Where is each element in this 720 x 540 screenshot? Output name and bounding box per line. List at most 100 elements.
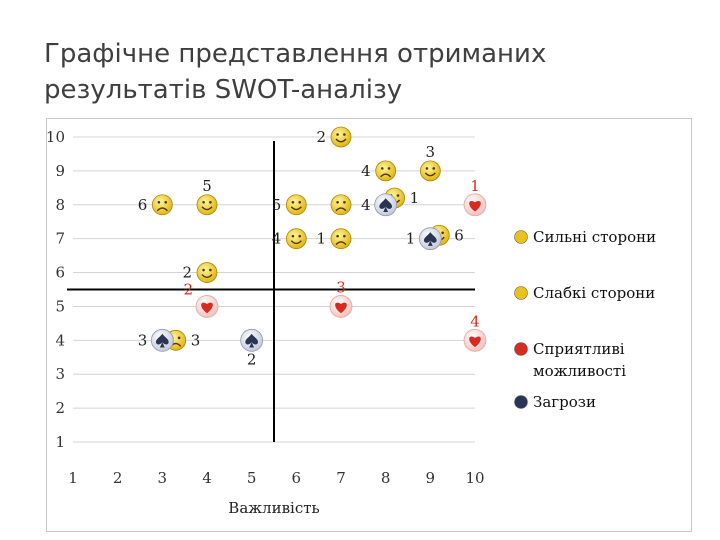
legend-item: Слабкі сторони: [514, 284, 655, 302]
x-tick-label: 4: [202, 469, 212, 487]
weaknesses-point-label: 4: [361, 162, 371, 180]
marker-eye: [298, 234, 302, 238]
marker-mouth: [335, 138, 347, 143]
spade-symbol: [423, 232, 437, 243]
threats-point-label: 4: [361, 196, 371, 214]
threats-point: 1: [406, 227, 442, 251]
threats-point: 4: [361, 193, 398, 217]
threats-point-label: 1: [406, 230, 416, 248]
opportunities-point-label: 3: [336, 278, 346, 296]
y-tick-label: 3: [55, 365, 65, 383]
threats-point-label: 3: [138, 331, 148, 349]
marker-eye: [432, 167, 436, 170]
strengths-point-label: 2: [316, 128, 326, 146]
legend-label: Загрози: [533, 393, 596, 411]
marker-eye: [387, 167, 391, 170]
marker-face: [375, 160, 397, 182]
y-tick-label: 10: [47, 128, 65, 146]
spade-stem: [159, 342, 165, 348]
marker-eye: [336, 133, 339, 136]
strengths-point: 3: [419, 143, 441, 182]
marker-mouth: [335, 241, 347, 246]
x-tick-label: 9: [426, 469, 436, 487]
marker-eye: [157, 200, 161, 204]
legend-label: Слабкі сторони: [533, 284, 655, 302]
x-tick-label: 5: [247, 469, 257, 487]
marker-mouth: [290, 240, 302, 245]
series-threats: 4 1 3 2: [138, 193, 442, 368]
spade-stem: [249, 342, 255, 348]
strengths-point: 5: [272, 194, 307, 216]
y-tick-label: 9: [55, 162, 65, 180]
y-tick-label: 7: [55, 230, 65, 248]
marker-face: [330, 126, 352, 148]
marker-face: [330, 228, 352, 250]
marker-face: [151, 194, 173, 216]
y-tick-label: 1: [55, 433, 65, 451]
legend-swatch: [514, 230, 528, 244]
legend-label-line-2: можливості: [533, 362, 626, 380]
marker-eye: [291, 200, 295, 204]
slide-title-line-1: Графічне представлення отриманих: [44, 39, 547, 69]
marker-eye: [164, 200, 168, 204]
opportunities-point: 2: [183, 280, 219, 318]
marker-eye: [343, 234, 346, 238]
strengths-point-label: 4: [272, 230, 282, 248]
spade-symbol: [245, 333, 259, 345]
marker-mouth: [290, 206, 302, 211]
marker-eye: [202, 200, 205, 204]
legend-swatch: [514, 286, 528, 300]
marker-face: [196, 194, 218, 216]
strengths-point: 5: [196, 177, 218, 216]
slide-title: Графічне представлення отриманих результ…: [44, 36, 684, 108]
strengths-point-label: 6: [454, 226, 464, 244]
marker-eye: [336, 234, 339, 238]
opportunities-point: 1: [463, 177, 487, 217]
legend-item: Загрози: [514, 393, 596, 411]
weaknesses-point: 1: [316, 228, 352, 250]
weaknesses-point-label: 1: [316, 230, 326, 248]
marker-eye: [177, 336, 181, 340]
x-tick-label: 6: [292, 469, 302, 487]
x-tick-label: 7: [336, 469, 346, 487]
swot-scatter-chart: 1234567891012345678910ВажливістьОцінка п…: [47, 126, 656, 517]
x-tick-label: 8: [381, 469, 391, 487]
slide-title-line-2: результатів SWOT-аналізу: [44, 75, 403, 105]
heart-symbol: [335, 302, 347, 314]
y-tick-label: 4: [55, 331, 65, 349]
x-tick-label: 3: [158, 469, 168, 487]
marker-eye: [209, 200, 212, 204]
x-tick-label: 1: [68, 469, 78, 487]
marker-eye: [396, 194, 400, 197]
legend: Сильні сторони Слабкі сторони Сприятливі мо…: [514, 228, 656, 411]
chart-frame: 1234567891012345678910ВажливістьОцінка п…: [46, 118, 692, 532]
heart-symbol: [469, 336, 481, 348]
spade-stem: [427, 240, 433, 246]
marker-eye: [380, 167, 384, 170]
weaknesses-point-label: 3: [191, 331, 201, 349]
weaknesses-point: [330, 194, 352, 216]
marker-face: [196, 262, 218, 283]
heart-symbol: [469, 201, 481, 212]
marker-eye: [209, 268, 212, 272]
marker-mouth: [156, 207, 168, 212]
marker-eye: [343, 133, 346, 136]
marker-eye: [425, 167, 429, 170]
opportunities-point: 3: [329, 278, 353, 318]
marker-face: [285, 228, 307, 250]
legend-item: Сприятливі можливості: [514, 340, 626, 380]
threats-point: 3: [138, 328, 174, 352]
legend-label: Сприятливі: [533, 340, 625, 358]
y-tick-label: 6: [55, 264, 65, 282]
marker-face: [285, 194, 307, 216]
marker-eye: [298, 200, 302, 204]
spade-stem: [383, 206, 389, 212]
opportunities-point-label: 2: [183, 280, 193, 298]
marker-eye: [441, 231, 444, 235]
legend-item: Сильні сторони: [514, 228, 656, 246]
weaknesses-point-label: 6: [138, 196, 148, 214]
marker-mouth: [335, 207, 347, 212]
legend-swatch: [514, 395, 528, 409]
threats-point-label: 2: [247, 350, 257, 368]
strengths-point: 2: [182, 262, 218, 283]
